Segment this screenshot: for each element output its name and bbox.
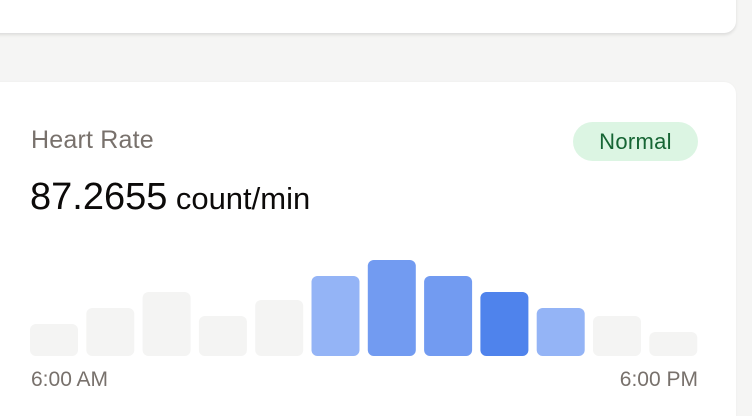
metric-unit: count/min [175, 181, 311, 216]
chart-bar-6 [311, 276, 360, 356]
chart-bar-5 [255, 300, 304, 356]
chart-bar-4 [198, 316, 247, 356]
metric-value-line: 87.2655 count/min [30, 176, 310, 219]
chart-bar-2 [86, 308, 135, 356]
chart-bar-9 [480, 292, 529, 356]
chart-bar-3 [142, 292, 191, 356]
chart-bar-10 [536, 308, 585, 356]
x-axis-end-label: 6:00 PM [619, 368, 698, 391]
previous-card [0, 0, 736, 33]
metric-value: 87.2655 [30, 176, 168, 218]
x-axis-start-label: 6:00 AM [31, 368, 109, 391]
status-badge: Normal [573, 122, 698, 161]
chart-bar-8 [424, 276, 473, 356]
heart-rate-bar-chart [30, 260, 698, 356]
chart-bar-7 [367, 260, 416, 356]
chart-bar-1 [30, 324, 78, 356]
card-title: Heart Rate [31, 126, 154, 154]
chart-bar-11 [593, 316, 641, 356]
chart-bar-12 [649, 332, 698, 356]
